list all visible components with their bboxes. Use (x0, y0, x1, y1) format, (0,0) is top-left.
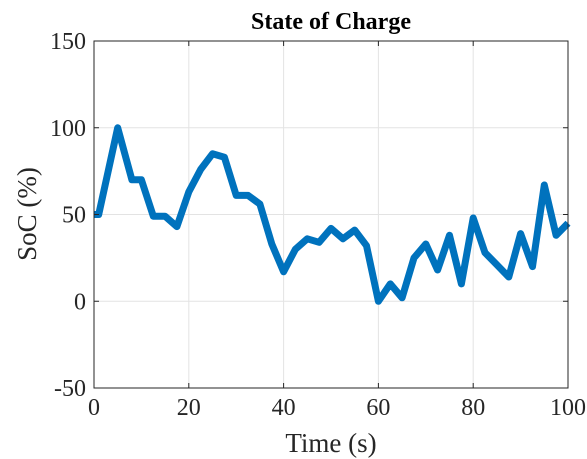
x-tick-label: 60 (366, 395, 390, 421)
x-tick-label: 40 (272, 395, 296, 421)
x-tick-label: 20 (177, 395, 201, 421)
x-tick-label: 100 (550, 395, 586, 421)
y-axis-label: SoC (%) (12, 167, 42, 261)
y-tick-label: -50 (54, 376, 86, 402)
chart-title: State of Charge (251, 9, 411, 35)
x-tick-label: 0 (88, 395, 100, 421)
x-axis-label: Time (s) (285, 428, 376, 458)
y-tick-label: 50 (62, 203, 86, 229)
y-tick-label: 150 (50, 29, 86, 55)
y-tick-label: 0 (74, 289, 86, 315)
y-tick-label: 100 (50, 116, 86, 142)
x-tick-label: 80 (461, 395, 485, 421)
